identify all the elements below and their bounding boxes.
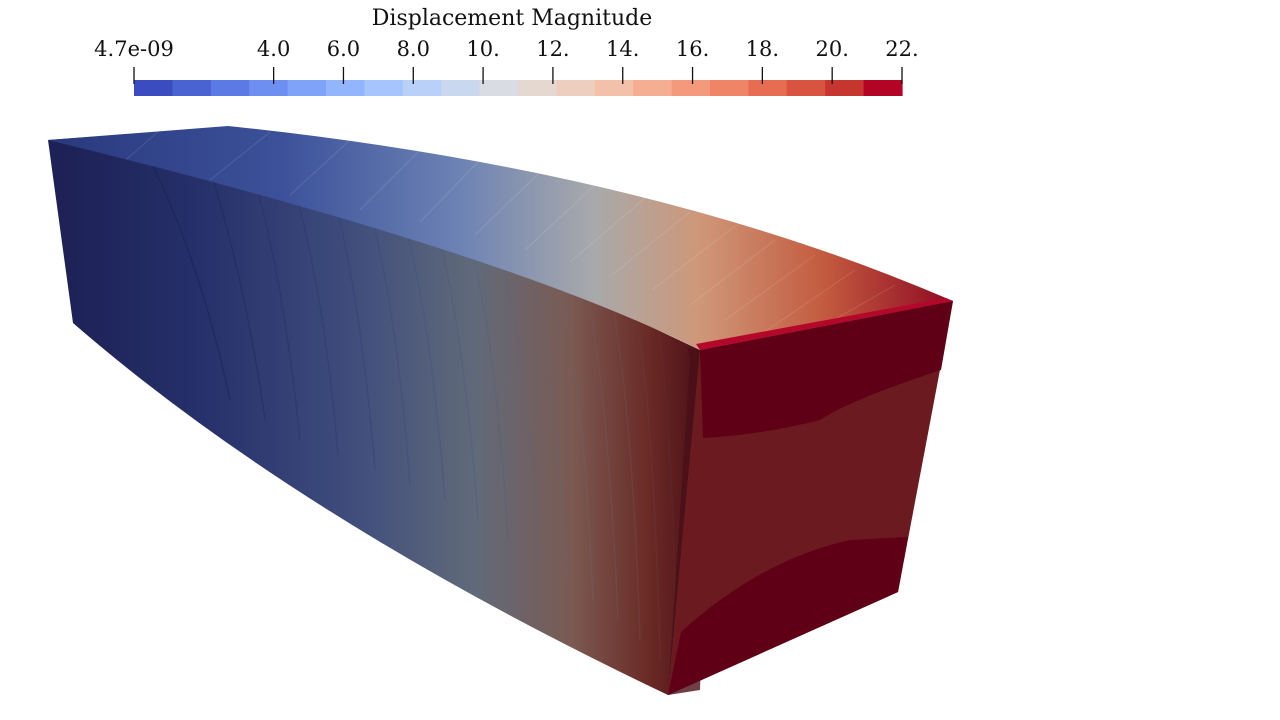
- legend-tick-label: 12.: [536, 37, 569, 61]
- beam-top-face: [48, 126, 953, 350]
- beam-end-face: [668, 301, 953, 695]
- color-swatch: [671, 80, 711, 96]
- beam-top-edge: [696, 298, 953, 350]
- legend-tick-label: 4.0: [257, 37, 290, 61]
- color-swatch: [210, 80, 250, 96]
- legend-tick-label: 14.: [606, 37, 639, 61]
- color-swatch: [441, 80, 481, 96]
- top-contour-bands: [119, 129, 896, 346]
- color-swatch: [402, 80, 442, 96]
- color-swatch: [134, 80, 173, 96]
- legend-tick-label: 18.: [746, 37, 779, 61]
- legend-title: Displacement Magnitude: [372, 6, 652, 31]
- legend-color-bar: [134, 80, 903, 96]
- color-swatch: [479, 80, 519, 96]
- beam-side-face: [48, 127, 700, 695]
- color-swatch: [748, 80, 788, 96]
- legend-tick-label: 4.7e-09: [94, 37, 174, 61]
- color-swatch: [172, 80, 212, 96]
- legend-tick-marks: [133, 67, 903, 84]
- color-swatch: [556, 80, 596, 96]
- legend-tick-label: 6.0: [327, 37, 360, 61]
- color-swatch: [633, 80, 673, 96]
- color-legend: Displacement Magnitude 4.7e-09 4.0 6.0 8.0 1…: [94, 6, 919, 96]
- color-swatch: [364, 80, 404, 96]
- legend-tick-label: 22.: [885, 37, 918, 61]
- color-swatch: [710, 80, 749, 96]
- deformed-beam: [48, 126, 953, 695]
- color-swatch: [825, 80, 865, 96]
- color-swatch: [863, 80, 903, 96]
- legend-tick-label: 8.0: [397, 37, 430, 61]
- color-swatch: [594, 80, 634, 96]
- legend-tick-label: 16.: [676, 37, 709, 61]
- color-swatch: [786, 80, 826, 96]
- color-swatch: [326, 80, 365, 96]
- legend-tick-labels: 4.7e-09 4.0 6.0 8.0 10. 12. 14. 16. 18. 20. 22.: [94, 37, 919, 61]
- color-swatch: [518, 80, 557, 96]
- legend-tick-label: 10.: [466, 37, 499, 61]
- legend-tick-label: 20.: [815, 37, 848, 61]
- color-swatch: [249, 80, 289, 96]
- color-swatch: [287, 80, 327, 96]
